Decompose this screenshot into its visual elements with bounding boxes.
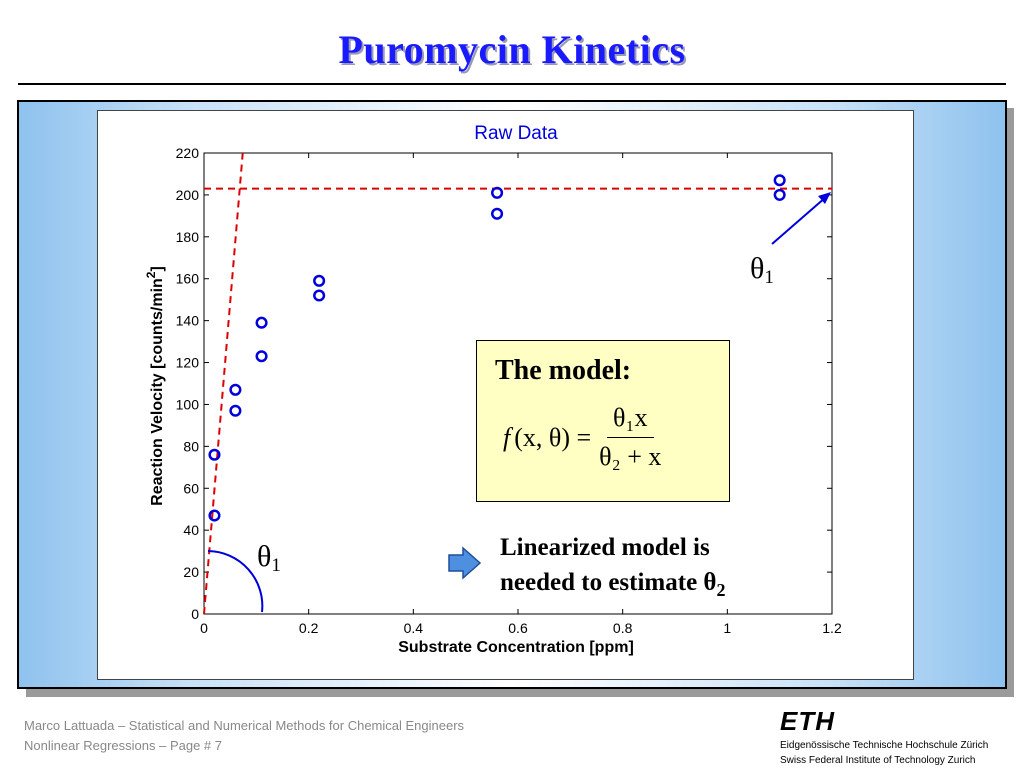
x-tick-label: 1.2 [822, 620, 842, 636]
formula-denominator: θ₂ + x [599, 442, 662, 471]
asymptote-arrow-shaft [771, 196, 827, 245]
y-tick-label: 40 [183, 522, 199, 538]
y-tick-label: 160 [176, 271, 200, 287]
y-tick-label: 60 [183, 480, 199, 496]
chart-title: Raw Data [474, 123, 558, 144]
data-point [491, 186, 504, 199]
data-point [313, 274, 326, 287]
initial-slope-line [203, 152, 244, 615]
formula-args: (x, θ) = [514, 422, 592, 452]
eth-institution-names: Eidgenössische Technische Hochschule Zür… [780, 738, 988, 768]
y-tick-label: 140 [176, 313, 200, 329]
y-axis-label: Reaction Velocity [counts/min2] [144, 266, 166, 506]
theta1-asymptote-label: θ1 [750, 252, 774, 288]
eth-name-german: Eidgenössische Technische Hochschule Zür… [780, 740, 989, 751]
y-tick-label: 200 [176, 187, 200, 203]
y-tick-label: 120 [176, 355, 200, 371]
x-tick-label: 0.4 [404, 620, 424, 636]
note-line-2-subscript: 2 [716, 580, 726, 600]
data-point [255, 316, 268, 329]
angle-arc [207, 550, 264, 613]
x-tick-label: 0.6 [508, 620, 528, 636]
y-tick-label: 100 [176, 396, 200, 412]
y-tick-label: 220 [176, 145, 200, 161]
scatter-chart: 0 0.2 0.4 0.6 0.8 1 1.2 0 20 40 60 80 100 120 140 160 18… [144, 123, 842, 656]
x-tick-label: 0 [200, 620, 208, 636]
formula-f: f [503, 422, 511, 452]
y-tick-label: 80 [183, 438, 199, 454]
data-point [255, 350, 268, 363]
note-line-2: needed to estimate θ2 [500, 565, 725, 608]
x-tick-label: 0.2 [299, 620, 319, 636]
right-arrow-icon [448, 546, 482, 580]
x-tick-label: 0.8 [613, 620, 633, 636]
formula-numerator: θ₁x [607, 403, 654, 438]
data-point [773, 174, 786, 187]
data-point [229, 404, 242, 417]
asymptote-arrow-head [818, 192, 831, 204]
data-point [208, 509, 221, 522]
slide-title: Puromycin Kinetics [338, 27, 686, 72]
data-point [491, 207, 504, 220]
y-tick-label: 0 [191, 606, 199, 622]
x-tick-label: 1 [723, 620, 731, 636]
footer: Marco Lattuada – Statistical and Numeric… [24, 716, 464, 756]
model-box: The model: f (x, θ) = θ₁x θ₂ + x [476, 340, 730, 502]
eth-logo: ETH [780, 706, 835, 736]
data-point [208, 448, 221, 461]
y-tick-label: 180 [176, 229, 200, 245]
note-line-1: Linearized model is [500, 534, 710, 561]
data-point [773, 188, 786, 201]
formula-fraction: θ₁x θ₂ + x [599, 403, 661, 472]
model-formula: f (x, θ) = θ₁x θ₂ + x [503, 403, 661, 472]
x-axis-label: Substrate Concentration [ppm] [398, 639, 634, 656]
y-tick-label: 20 [183, 564, 199, 580]
data-point [313, 289, 326, 302]
eth-name-english: Swiss Federal Institute of Technology Zu… [780, 755, 976, 766]
theta1-slope-label: θ1 [257, 540, 281, 576]
title-divider [18, 83, 1006, 85]
model-heading: The model: [495, 355, 632, 386]
linearization-note: Linearized model is needed to estimate θ… [500, 530, 725, 608]
data-point [229, 383, 242, 396]
footer-line-1: Marco Lattuada – Statistical and Numeric… [24, 718, 465, 733]
footer-line-2: Nonlinear Regressions – Page # 7 [24, 738, 223, 753]
note-line-2-text: needed to estimate θ [500, 569, 717, 596]
